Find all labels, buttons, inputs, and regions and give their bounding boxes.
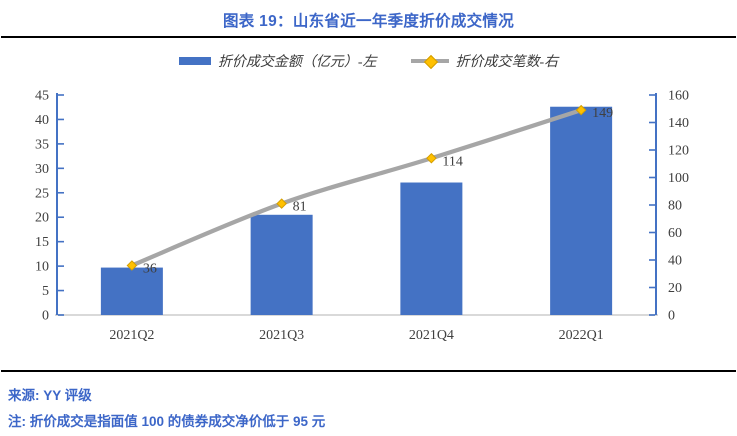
legend-label: 折价成交金额（亿元）-左 xyxy=(217,55,377,70)
chart-legend: 折价成交金额（亿元）-左 折价成交笔数-右 xyxy=(0,50,737,72)
diamond-marker-2022Q1 xyxy=(575,104,587,116)
data-label-2021Q3: 81 xyxy=(293,200,307,215)
top-divider xyxy=(1,36,736,38)
left-axis-tick-label: 0 xyxy=(42,309,49,324)
left-axis-tick-label: 40 xyxy=(35,113,49,128)
left-axis-tick-label: 45 xyxy=(35,89,49,104)
data-label-2021Q2: 36 xyxy=(143,262,157,277)
right-axis-tick-label: 0 xyxy=(668,309,675,324)
right-axis-tick-label: 40 xyxy=(668,254,682,269)
legend-item-amount: 折价成交金额（亿元）-左 xyxy=(178,51,377,71)
left-axis-tick-label: 20 xyxy=(35,211,49,226)
right-axis-tick-label: 120 xyxy=(668,144,689,159)
data-label-2022Q1: 149 xyxy=(592,106,613,121)
left-axis-tick-label: 25 xyxy=(35,186,49,201)
legend-item-count: 折价成交笔数-右 xyxy=(410,51,559,71)
category-label: 2021Q4 xyxy=(409,328,454,343)
left-axis-tick-label: 5 xyxy=(42,284,49,299)
bottom-divider xyxy=(1,370,736,372)
right-axis-tick-label: 100 xyxy=(668,171,689,186)
legend-label: 折价成交笔数-右 xyxy=(455,55,559,70)
count-line xyxy=(129,107,584,268)
right-axis-tick-label: 160 xyxy=(668,89,689,104)
left-axis-tick-label: 10 xyxy=(35,260,49,275)
left-axis-tick-label: 30 xyxy=(35,162,49,177)
diamond-marker-2021Q3 xyxy=(276,198,287,209)
category-label: 2021Q2 xyxy=(109,328,154,343)
bar-2022Q1 xyxy=(550,106,613,315)
diamond-marker-2021Q4 xyxy=(426,152,437,164)
right-axis-tick-label: 20 xyxy=(668,281,682,296)
category-label: 2021Q3 xyxy=(259,328,304,343)
source-line: 来源: YY 评级 xyxy=(8,388,92,403)
line-series-swatch xyxy=(410,54,449,70)
bar-series-swatch xyxy=(178,57,211,65)
bar-2021Q4 xyxy=(400,182,463,315)
right-axis-tick-label: 80 xyxy=(668,199,682,214)
right-axis-tick-label: 140 xyxy=(668,116,689,131)
data-label-2021Q4: 114 xyxy=(442,154,462,169)
right-axis-tick-label: 60 xyxy=(668,226,682,241)
left-axis-tick-label: 35 xyxy=(35,137,49,152)
left-axis-tick-label: 15 xyxy=(35,235,49,250)
bar-2021Q2 xyxy=(100,267,163,315)
diamond-marker-2021Q2 xyxy=(126,260,138,271)
category-label: 2022Q1 xyxy=(559,328,604,343)
bar-2021Q3 xyxy=(250,214,313,315)
note-line: 注: 折价成交是指面值 100 的债券成交净价低于 95 元 xyxy=(8,414,326,429)
figure-title: 图表 19：山东省近一年季度折价成交情况 xyxy=(222,13,515,30)
